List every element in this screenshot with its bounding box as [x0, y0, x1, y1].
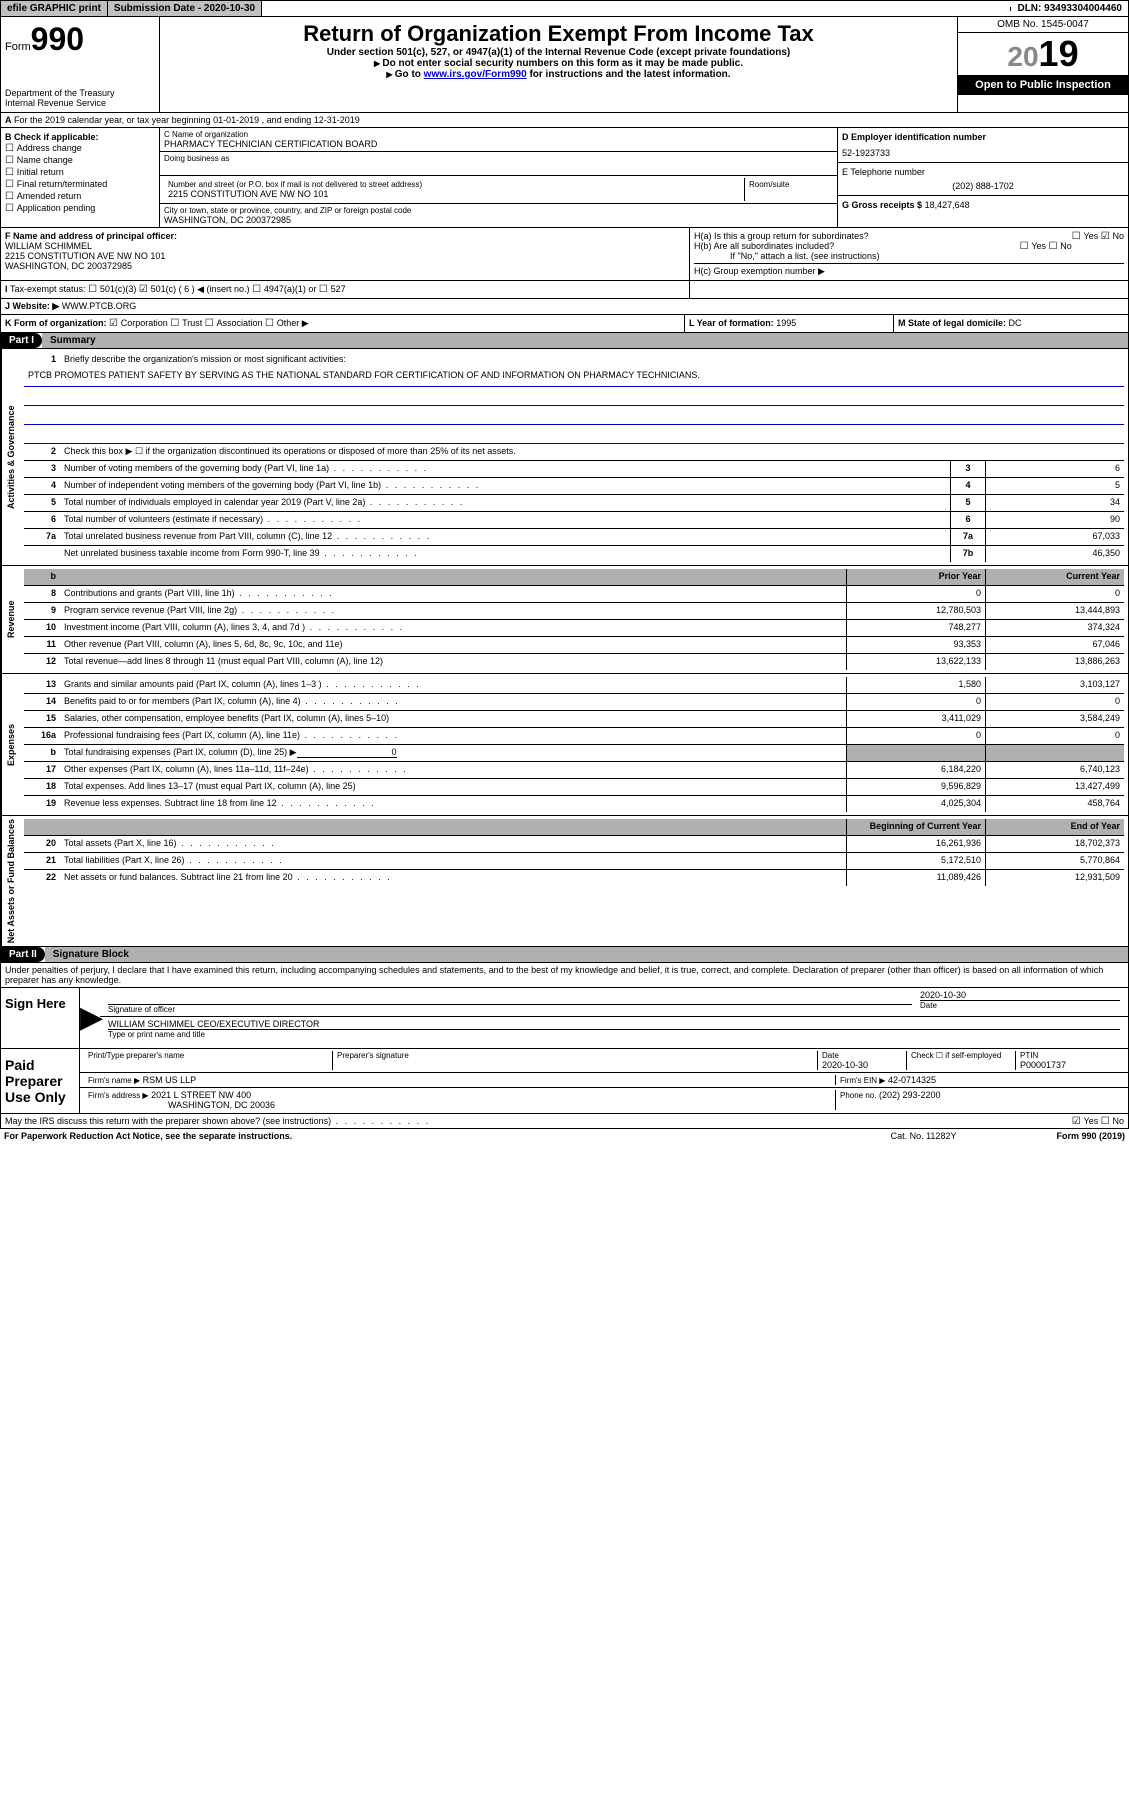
top-bar: efile GRAPHIC print Submission Date - 20… [0, 0, 1129, 17]
application-pending-checkbox[interactable]: Application pending [5, 203, 155, 214]
form-title-block: Return of Organization Exempt From Incom… [160, 17, 957, 112]
name-address-block: C Name of organizationPHARMACY TECHNICIA… [160, 128, 837, 227]
revenue-tab: Revenue [1, 566, 20, 673]
form-of-org: K Form of organization: Corporation Trus… [1, 315, 685, 332]
initial-return-checkbox[interactable]: Initial return [5, 167, 155, 178]
part-i-header: Part I [1, 333, 42, 348]
submission-date-label: Submission Date - 2020-10-30 [108, 1, 262, 16]
address-change-checkbox[interactable]: Address change [5, 143, 155, 154]
sign-here-label: Sign Here [1, 988, 80, 1048]
paid-preparer-label: Paid Preparer Use Only [1, 1049, 80, 1113]
mission-text: PTCB PROMOTES PATIENT SAFETY BY SERVING … [24, 368, 1124, 387]
declaration-text: Under penalties of perjury, I declare th… [0, 963, 1129, 988]
expenses-tab: Expenses [1, 674, 20, 815]
amended-return-checkbox[interactable]: Amended return [5, 191, 155, 202]
activities-governance-tab: Activities & Governance [1, 349, 20, 565]
instructions-link[interactable]: www.irs.gov/Form990 [424, 69, 527, 80]
principal-officer: F Name and address of principal officer:… [1, 228, 690, 280]
final-return-checkbox[interactable]: Final return/terminated [5, 179, 155, 190]
period-row: A For the 2019 calendar year, or tax yea… [0, 113, 1129, 128]
net-assets-tab: Net Assets or Fund Balances [1, 816, 20, 946]
tax-exempt-status: I Tax-exempt status: 501(c)(3) 501(c) ( … [1, 281, 690, 298]
ein-phone-block: D Employer identification number52-19237… [837, 128, 1128, 227]
footer: For Paperwork Reduction Act Notice, see … [0, 1129, 1129, 1143]
form-id-block: Form990 Department of the Treasury Inter… [1, 17, 160, 112]
discuss-row: May the IRS discuss this return with the… [0, 1114, 1129, 1129]
dln-label: DLN: 93493304004460 [1011, 1, 1128, 16]
name-change-checkbox[interactable]: Name change [5, 155, 155, 166]
form-title: Return of Organization Exempt From Incom… [164, 21, 953, 47]
year-block: OMB No. 1545-0047 19 Open to Public Insp… [957, 17, 1128, 112]
year-formation: L Year of formation: 1995 [685, 315, 894, 332]
state-domicile: M State of legal domicile: DC [894, 315, 1128, 332]
checkboxes-b: B Check if applicable: Address change Na… [1, 128, 160, 227]
website-row: J Website: ▶ WWW.PTCB.ORG [0, 299, 1129, 315]
group-return-block: H(a) Is this a group return for subordin… [690, 228, 1128, 280]
efile-print-button[interactable]: efile GRAPHIC print [1, 1, 108, 16]
part-ii-header: Part II [1, 947, 45, 962]
